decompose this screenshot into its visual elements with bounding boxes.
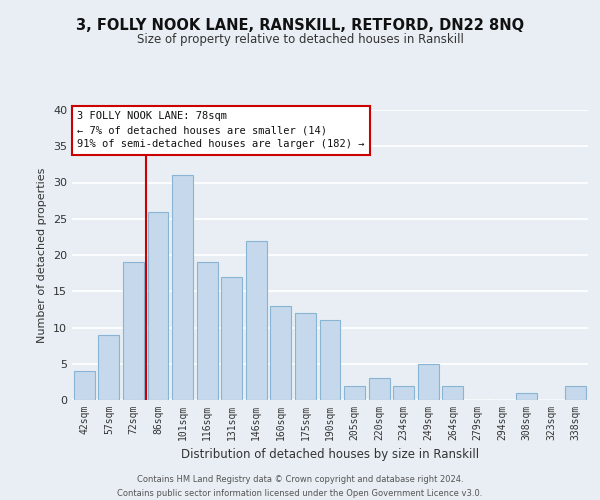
Bar [148, 212, 169, 400]
Bar [418, 364, 439, 400]
X-axis label: Distribution of detached houses by size in Ranskill: Distribution of detached houses by size … [181, 448, 479, 462]
Bar [172, 176, 193, 400]
Bar [197, 262, 218, 400]
Bar [320, 320, 340, 400]
Bar [295, 313, 316, 400]
Bar [442, 386, 463, 400]
Bar [344, 386, 365, 400]
Bar [271, 306, 292, 400]
Text: 3, FOLLY NOOK LANE, RANSKILL, RETFORD, DN22 8NQ: 3, FOLLY NOOK LANE, RANSKILL, RETFORD, D… [76, 18, 524, 32]
Bar [393, 386, 414, 400]
Bar [246, 240, 267, 400]
Text: 3 FOLLY NOOK LANE: 78sqm
← 7% of detached houses are smaller (14)
91% of semi-de: 3 FOLLY NOOK LANE: 78sqm ← 7% of detache… [77, 112, 364, 150]
Bar [368, 378, 389, 400]
Bar [221, 277, 242, 400]
Y-axis label: Number of detached properties: Number of detached properties [37, 168, 47, 342]
Bar [123, 262, 144, 400]
Bar [74, 371, 95, 400]
Text: Size of property relative to detached houses in Ranskill: Size of property relative to detached ho… [137, 32, 463, 46]
Bar [516, 393, 537, 400]
Bar [565, 386, 586, 400]
Bar [98, 335, 119, 400]
Text: Contains HM Land Registry data © Crown copyright and database right 2024.
Contai: Contains HM Land Registry data © Crown c… [118, 476, 482, 498]
